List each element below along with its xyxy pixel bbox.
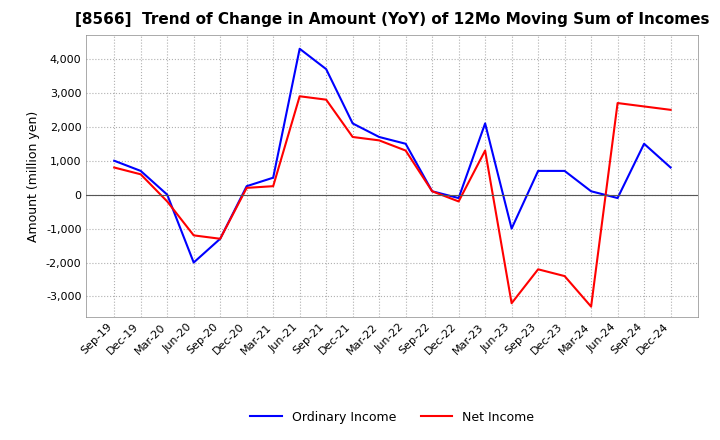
Ordinary Income: [136, 168, 145, 173]
Ordinary Income: [322, 66, 330, 72]
Net Income: [481, 148, 490, 153]
Net Income: [322, 97, 330, 103]
Net Income: [375, 138, 384, 143]
Net Income: [508, 301, 516, 306]
Net Income: [401, 148, 410, 153]
Ordinary Income: [295, 46, 304, 51]
Line: Ordinary Income: Ordinary Income: [114, 49, 670, 263]
Ordinary Income: [481, 121, 490, 126]
Ordinary Income: [560, 168, 569, 173]
Net Income: [534, 267, 542, 272]
Ordinary Income: [243, 183, 251, 189]
Net Income: [348, 134, 357, 139]
Net Income: [587, 304, 595, 309]
Net Income: [428, 189, 436, 194]
Ordinary Income: [189, 260, 198, 265]
Title: [8566]  Trend of Change in Amount (YoY) of 12Mo Moving Sum of Incomes: [8566] Trend of Change in Amount (YoY) o…: [75, 12, 710, 27]
Net Income: [163, 199, 171, 204]
Ordinary Income: [428, 189, 436, 194]
Ordinary Income: [640, 141, 649, 147]
Ordinary Income: [216, 236, 225, 242]
Net Income: [454, 199, 463, 204]
Net Income: [110, 165, 119, 170]
Net Income: [295, 94, 304, 99]
Ordinary Income: [348, 121, 357, 126]
Net Income: [666, 107, 675, 113]
Net Income: [216, 236, 225, 242]
Legend: Ordinary Income, Net Income: Ordinary Income, Net Income: [246, 406, 539, 429]
Ordinary Income: [163, 192, 171, 197]
Net Income: [269, 183, 277, 189]
Ordinary Income: [666, 165, 675, 170]
Net Income: [243, 185, 251, 191]
Net Income: [189, 233, 198, 238]
Ordinary Income: [401, 141, 410, 147]
Net Income: [136, 172, 145, 177]
Ordinary Income: [534, 168, 542, 173]
Ordinary Income: [110, 158, 119, 163]
Ordinary Income: [587, 189, 595, 194]
Ordinary Income: [375, 134, 384, 139]
Net Income: [560, 273, 569, 279]
Line: Net Income: Net Income: [114, 96, 670, 307]
Y-axis label: Amount (million yen): Amount (million yen): [27, 110, 40, 242]
Ordinary Income: [613, 195, 622, 201]
Net Income: [613, 100, 622, 106]
Net Income: [640, 104, 649, 109]
Ordinary Income: [269, 175, 277, 180]
Ordinary Income: [454, 195, 463, 201]
Ordinary Income: [508, 226, 516, 231]
